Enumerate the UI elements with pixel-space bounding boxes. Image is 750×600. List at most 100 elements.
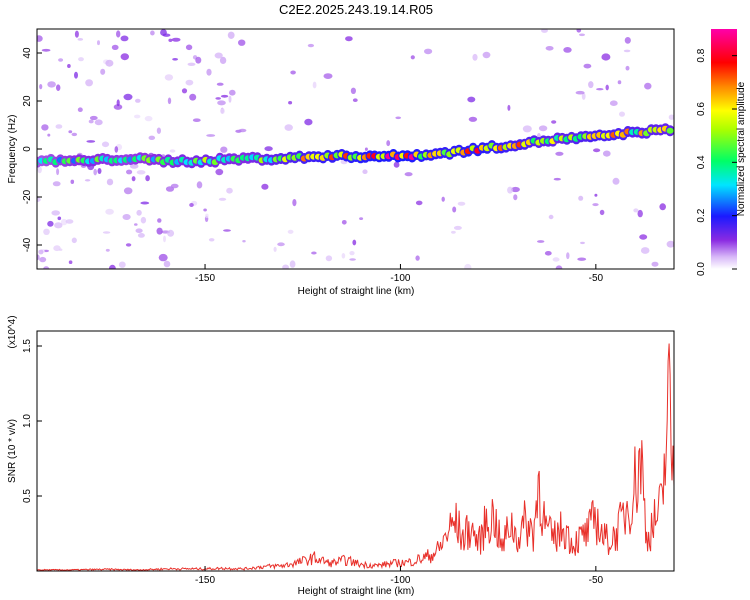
heatmap-noise-blob [71,237,77,244]
y-tick-label: 40 [22,47,33,59]
heatmap-noise-blob [47,133,51,137]
heatmap-noise-blob [111,44,119,51]
heatmap-noise-blob [77,107,83,112]
heatmap-noise-blob [206,68,212,76]
heatmap-noise-blob [325,255,333,262]
heatmap-noise-blob [195,56,202,64]
heatmap-noise-blob [352,239,357,246]
heatmap-noise-blob [513,194,518,201]
heatmap-noise-blob [52,181,61,187]
heatmap-noise-blob [482,51,491,59]
heatmap-noise-blob [172,58,179,61]
heatmap-noise-blob [349,251,355,256]
heatmap-noise-blob [220,108,225,114]
heatmap-noise-blob [38,249,44,255]
y-tick-label: 0.5 [22,489,33,503]
heatmap-noise-blob [415,255,420,261]
heatmap-noise-blob [134,114,141,119]
heatmap-noise-blob [619,111,625,117]
heatmap-noise-blob [216,82,224,86]
heatmap-noise-blob [457,201,466,206]
heatmap-noise-blob [566,252,570,260]
heatmap-noise-blob [181,88,188,94]
heatmap-noise-blob [208,238,215,242]
snr-panel: -150 -100 -50 0.5 1.0 1.5 Height of straight… [7,315,675,597]
heatmap-noise-blob [120,35,129,42]
heatmap-noise-blob [43,266,50,269]
heatmap-noise-blob [464,263,472,269]
heatmap-noise-blob [223,229,231,232]
heatmap-noise-blob [289,260,296,268]
heatmap-noise-blob [220,146,228,153]
heatmap-noise-blob [640,247,650,254]
heatmap-noise-blob [215,168,224,176]
heatmap-noise-blob [93,168,97,176]
x-tick-label: -50 [589,575,604,586]
heatmap-noise-blob [350,87,356,95]
heatmap-noise-blob [206,134,216,137]
heatmap-noise-blob [134,223,138,226]
heatmap-noise-blob [220,94,229,98]
y-tick-label: -20 [22,189,33,204]
heatmap-noise-blob [214,52,223,59]
heatmap-noise-blob [264,146,273,152]
heatmap-noise-blob [137,233,145,238]
heatmap-noise-blob [120,53,129,61]
heatmap-noise-blob [415,200,423,206]
heatmap-noise-blob [85,79,93,87]
heatmap-noise-blob [74,30,79,38]
heatmap-noise-blob [551,120,557,124]
heatmap-noise-blob [563,47,572,53]
heatmap-noise-blob [106,178,114,186]
heatmap-noise-blob [644,82,652,90]
heatmap-noise-blob [37,197,41,203]
heatmap-noise-blob [633,208,639,213]
heatmap-noise-blob [659,203,666,211]
heatmap-noise-blob [609,100,618,106]
heatmap-noise-blob [410,55,415,60]
heatmap-noise-blob [537,240,545,243]
heatmap-noise-blob [88,119,94,124]
heatmap-noise-blob [140,201,150,205]
heatmap-noise-blob [522,125,532,133]
heatmap-noise-blob [109,264,116,269]
heatmap-noise-blob [304,118,313,126]
colorbar-gradient [711,29,737,269]
heatmap-noise-blob [583,63,592,69]
heatmap-noise-blob [639,234,648,240]
heatmap-noise-blob [576,29,582,33]
heatmap-noise-blob [507,186,513,194]
heatmap-noise-blob [555,265,563,269]
heatmap-noise-blob [217,100,226,106]
heatmap-noise-blob [651,261,659,267]
heatmap-noise-blob [101,141,110,148]
colorbar-tick-label: 0.6 [696,102,707,116]
colorbar-tick-label: 0.2 [696,208,707,222]
heatmap-panel: -150 -100 -50 -40 -20 0 20 40 Height of straig… [7,28,675,297]
x-tick-label: -50 [589,273,604,284]
heatmap-noise-blob [116,30,121,38]
heatmap-noise-blob [56,168,60,176]
heatmap-noise-blob [507,104,511,111]
heatmap-noise-blob [545,46,554,51]
heatmap-noise-blob [668,114,674,120]
heatmap-noise-blob [323,73,333,79]
heatmap-noise-blob [150,30,155,36]
heatmap-noise-blob [592,203,599,207]
snr-x-ticks: -150 -100 -50 [195,566,604,586]
y-tick-label: -40 [22,237,33,252]
heatmap-noise-blob [290,70,296,75]
heatmap-noise-blob [541,29,548,33]
x-tick-label: -150 [195,273,215,284]
heatmap-noise-blob [555,151,564,156]
heatmap-noise-blob [452,206,457,213]
x-tick-label: -100 [390,273,410,284]
heatmap-noise-blob [156,227,163,235]
heatmap-noise-blob [136,170,146,175]
heatmap-noise-blob [65,219,74,224]
heatmap-noise-blob [37,254,40,261]
heatmap-noise-blob [238,128,247,133]
heatmap-noise-blob [261,183,269,190]
heatmap-noise-blob [78,57,84,62]
x-tick-label: -100 [390,575,410,586]
